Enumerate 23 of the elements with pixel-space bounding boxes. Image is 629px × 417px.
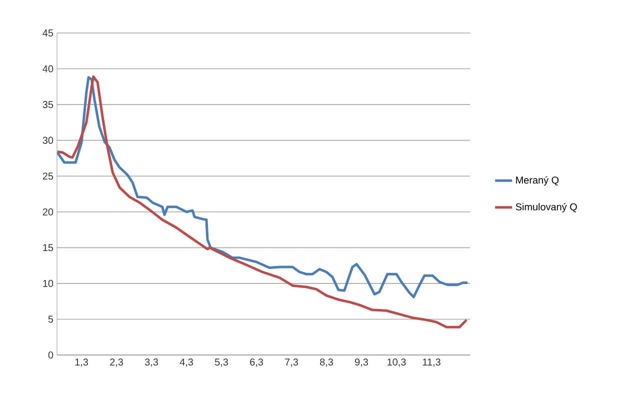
x-tick-label: 6,3	[250, 358, 263, 367]
y-tick-label: 30	[42, 136, 54, 144]
x-tick-label: 5,3	[214, 358, 228, 367]
x-tick-label: 10,3	[388, 358, 406, 367]
x-tick-label: 11,3	[422, 358, 440, 367]
x-tick-label: 2,3	[110, 358, 123, 367]
y-tick-label: 35	[42, 101, 54, 108]
x-tick-label: 7,3	[285, 358, 298, 367]
y-tick-label: 45	[42, 30, 54, 36]
y-tick-label: 15	[43, 244, 54, 252]
x-tick-label: 1,3	[75, 358, 88, 367]
y-tick-label: 10	[43, 280, 54, 287]
legend-label: Meraný Q	[516, 176, 559, 186]
y-tick-label: 40	[42, 65, 54, 72]
x-tick-label: 4,3	[180, 358, 193, 367]
x-tick-label: 3,3	[144, 358, 158, 367]
y-tick-label: 25	[42, 172, 54, 180]
y-tick-label: 0	[48, 351, 54, 359]
y-tick-label: 5	[48, 316, 54, 323]
x-tick-label: 8,3	[320, 358, 333, 367]
legend-label: Simulovaný Q	[516, 202, 577, 212]
y-tick-label: 20	[42, 208, 54, 216]
x-tick-label: 9,3	[355, 358, 368, 367]
